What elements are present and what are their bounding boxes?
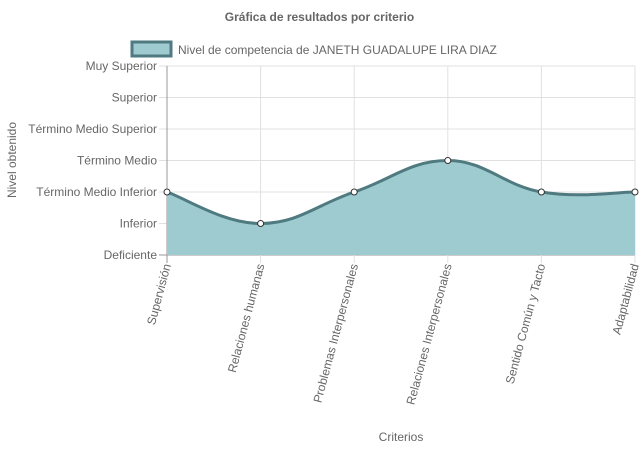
legend-swatch <box>130 40 173 58</box>
y-tick-label: Muy Superior <box>86 59 157 73</box>
series-fill <box>167 160 635 255</box>
data-point[interactable] <box>350 188 358 196</box>
series-points <box>163 157 639 227</box>
series-line <box>166 158 636 226</box>
x-tick-label: Relaciones Interpersonales <box>404 262 455 406</box>
chart-title: Gráfica de resultados por criterio <box>225 10 414 24</box>
data-point[interactable] <box>537 188 545 196</box>
y-tick-label: Término Medio Superior <box>28 122 157 136</box>
data-point[interactable] <box>257 220 265 227</box>
y-tick-label: Deficiente <box>104 248 158 262</box>
x-axis-title: Criterios <box>379 430 424 444</box>
x-axis-ticks: Supervisión Relaciones humanas Problemas I… <box>144 262 639 406</box>
y-axis-title: Nivel obtenido <box>5 122 19 198</box>
y-tick-label: Inferior <box>120 217 157 231</box>
y-tick-label: Superior <box>112 91 157 105</box>
y-axis-ticks: Deficiente Inferior Término Medio Inferior… <box>28 59 157 262</box>
data-point[interactable] <box>444 157 452 164</box>
x-tick-label: Adaptabilidad <box>610 262 639 336</box>
data-point[interactable] <box>631 188 639 196</box>
x-tick-label: Sentido Común y Tacto <box>503 262 549 386</box>
legend-label: Nivel de competencia de JANETH GUADALUPE… <box>178 43 497 57</box>
y-tick-label: Término Medio <box>77 154 157 168</box>
legend[interactable]: Nivel de competencia de JANETH GUADALUPE… <box>130 40 497 58</box>
x-tick-label: Problemas Interpersonales <box>310 262 361 404</box>
data-point[interactable] <box>163 188 171 196</box>
x-tick-label: Relaciones humanas <box>225 262 268 374</box>
x-tick-label: Supervisión <box>144 262 174 326</box>
series-area <box>166 158 636 255</box>
y-tick-label: Término Medio Inferior <box>36 185 157 199</box>
